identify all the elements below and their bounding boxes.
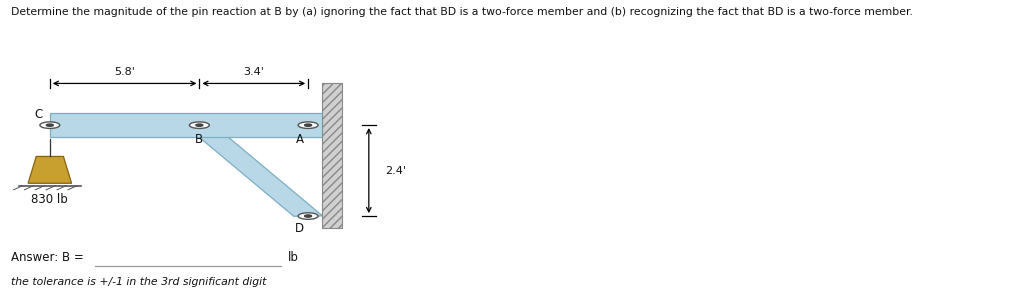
Text: 5.8': 5.8' — [114, 67, 135, 77]
Text: A: A — [296, 133, 303, 146]
Text: lb: lb — [288, 251, 299, 264]
Bar — [322, 83, 342, 228]
Text: Answer: B =: Answer: B = — [11, 251, 84, 264]
Text: 3.4': 3.4' — [244, 67, 264, 77]
Circle shape — [196, 124, 203, 126]
Bar — [322, 83, 342, 228]
Polygon shape — [185, 125, 323, 216]
Circle shape — [40, 122, 59, 128]
Text: the tolerance is +/-1 in the 3rd significant digit: the tolerance is +/-1 in the 3rd signifi… — [11, 277, 266, 287]
Bar — [50, 113, 322, 137]
Text: D: D — [295, 222, 303, 235]
Circle shape — [304, 215, 311, 217]
Circle shape — [304, 124, 311, 126]
Text: 830 lb: 830 lb — [32, 193, 69, 206]
Text: 2.4': 2.4' — [385, 166, 407, 176]
Text: B: B — [196, 133, 204, 146]
Circle shape — [46, 124, 53, 126]
Text: C: C — [35, 108, 43, 121]
Polygon shape — [28, 156, 72, 183]
Text: Determine the magnitude of the pin reaction at B by (a) ignoring the fact that B: Determine the magnitude of the pin react… — [11, 7, 912, 18]
Circle shape — [298, 122, 318, 128]
Circle shape — [189, 122, 209, 128]
Circle shape — [298, 213, 318, 219]
